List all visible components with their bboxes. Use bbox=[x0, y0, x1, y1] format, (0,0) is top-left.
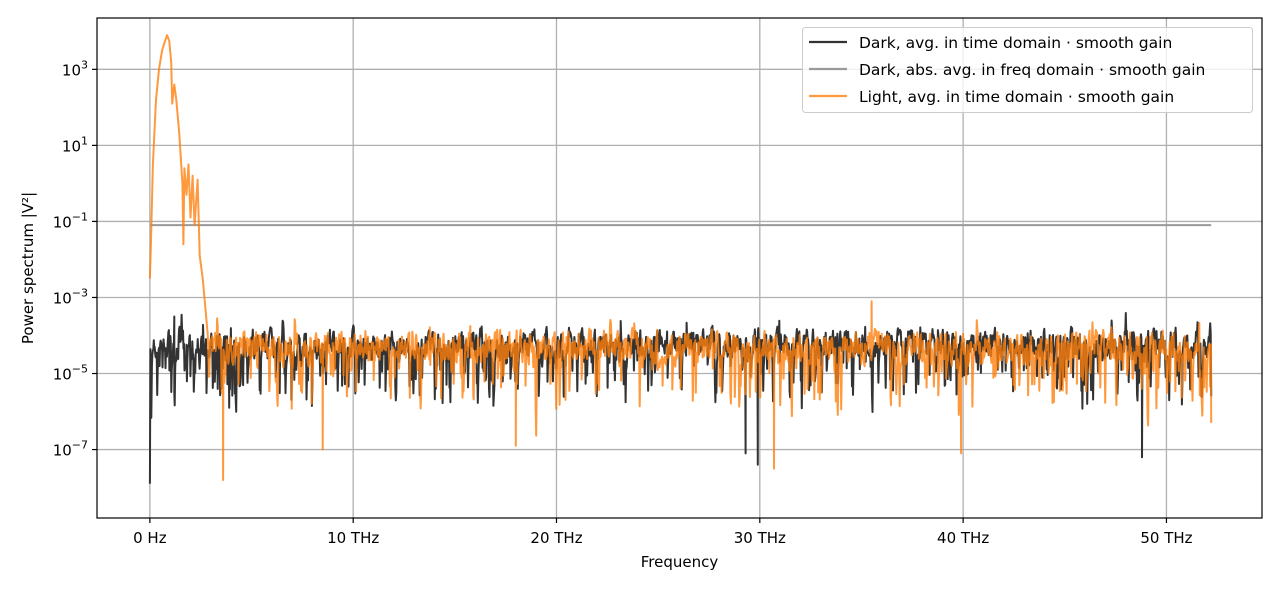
series-layer bbox=[148, 34, 1213, 484]
x-tick-label: 0 Hz bbox=[133, 529, 167, 547]
y-tick-label: 10−3 bbox=[53, 286, 88, 307]
y-tick-label: 10−1 bbox=[53, 210, 88, 231]
series-light-time-domain bbox=[148, 34, 1213, 481]
y-tick-label: 101 bbox=[62, 134, 88, 155]
x-axis-ticks: 0 Hz 10 THz 20 THz 30 THz 40 THz 50 THz bbox=[133, 518, 1193, 547]
legend: Dark, avg. in time domain · smooth gain … bbox=[802, 27, 1253, 113]
x-tick-label: 40 THz bbox=[937, 529, 989, 547]
x-axis-label: Frequency bbox=[641, 553, 719, 571]
y-tick-label: 10−7 bbox=[53, 439, 88, 460]
x-tick-label: 30 THz bbox=[734, 529, 786, 547]
y-axis-ticks: 103 101 10−1 10−3 10−5 10−7 bbox=[53, 58, 97, 460]
legend-item-dark-freq: Dark, abs. avg. in freq domain · smooth … bbox=[809, 61, 1205, 79]
legend-box bbox=[802, 27, 1253, 113]
legend-label: Light, avg. in time domain · smooth gain bbox=[859, 88, 1174, 106]
y-tick-label: 10−5 bbox=[53, 363, 88, 384]
y-tick-label: 103 bbox=[62, 58, 88, 79]
y-axis-label: Power spectrum |V²| bbox=[19, 192, 37, 344]
legend-label: Dark, abs. avg. in freq domain · smooth … bbox=[859, 61, 1205, 79]
axes-frame bbox=[96, 17, 1263, 519]
x-tick-label: 10 THz bbox=[327, 529, 379, 547]
legend-item-light-time: Light, avg. in time domain · smooth gain bbox=[809, 88, 1174, 106]
x-tick-label: 50 THz bbox=[1140, 529, 1192, 547]
x-tick-label: 20 THz bbox=[530, 529, 582, 547]
legend-label: Dark, avg. in time domain · smooth gain bbox=[859, 34, 1172, 52]
legend-item-dark-time: Dark, avg. in time domain · smooth gain bbox=[809, 34, 1172, 52]
